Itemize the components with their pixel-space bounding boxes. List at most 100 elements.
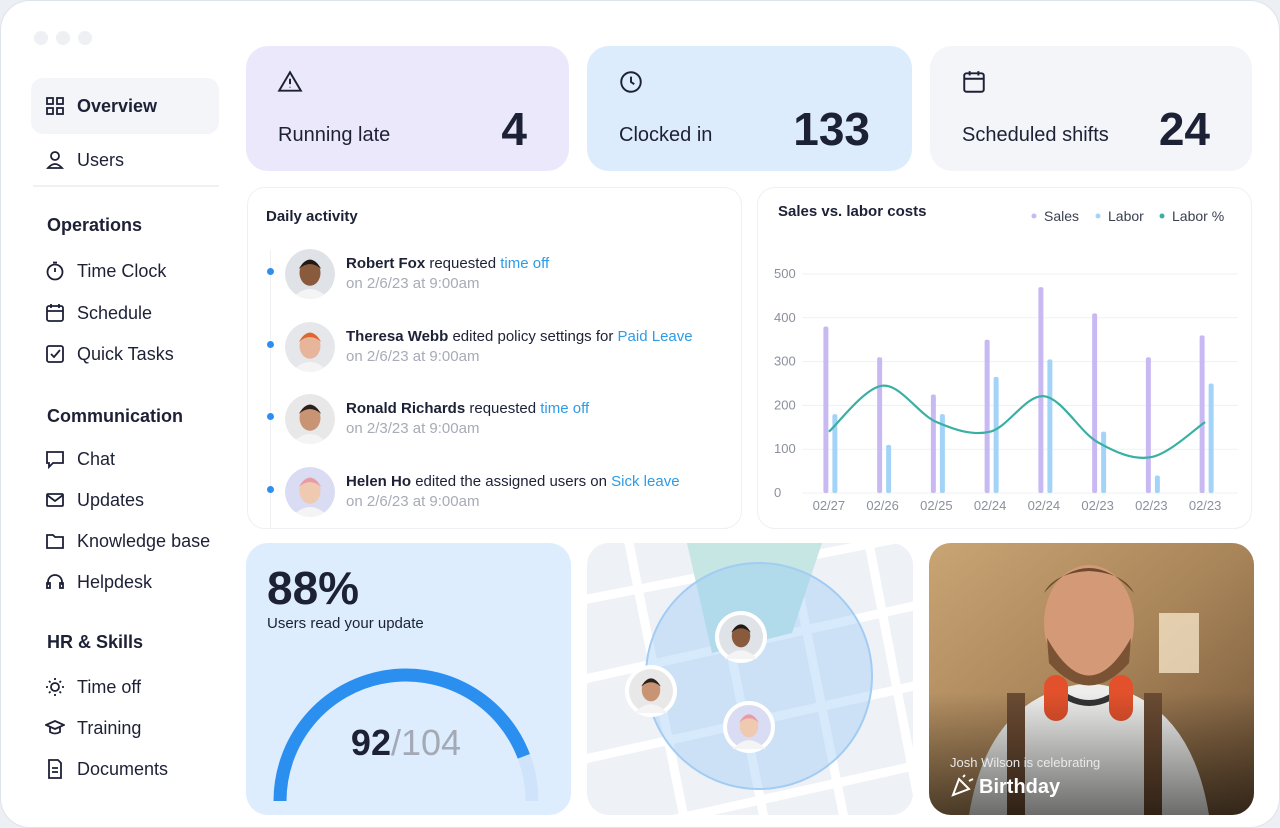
bar <box>984 339 990 493</box>
nav-item[interactable]: Quick Tasks <box>31 334 219 374</box>
window-dot <box>56 31 70 45</box>
activity-link[interactable]: time off <box>500 255 550 272</box>
nav-label: Users <box>77 149 125 170</box>
stat-icon <box>961 69 987 100</box>
y-tick-label: 0 <box>774 485 781 500</box>
section-title: Communication <box>47 406 184 426</box>
gauge-arc <box>273 668 530 802</box>
avatar <box>285 394 335 449</box>
nav-item[interactable]: Users <box>31 140 219 180</box>
map-avatar <box>727 705 771 749</box>
stat-value: 4 <box>501 103 527 155</box>
nav-item[interactable]: Overview <box>31 78 219 134</box>
stat-icon <box>618 69 644 100</box>
stat-card: Scheduled shifts 24 <box>930 46 1252 171</box>
activity-link[interactable]: Paid Leave <box>617 328 693 345</box>
activity-text: Theresa Webb edited policy settings for … <box>346 328 693 345</box>
stat-label: Clocked in <box>619 124 713 146</box>
bar <box>993 376 999 493</box>
avatar <box>285 249 335 304</box>
stat-card: Running late 4 <box>246 46 569 171</box>
nav-label: Time Clock <box>77 260 167 281</box>
activity-text: Robert Fox requested time off <box>346 255 549 272</box>
y-tick-label: 300 <box>774 354 796 369</box>
activity-time: on 2/6/23 at 9:00am <box>346 493 480 510</box>
map-card <box>587 543 913 815</box>
stat-label: Running late <box>278 124 391 146</box>
birthday-caption: Josh Wilson is celebrating <box>950 755 1101 770</box>
window-dot <box>78 31 92 45</box>
nav-label: Updates <box>77 489 145 510</box>
party-icon <box>951 774 974 797</box>
nav-item[interactable]: Training <box>31 708 219 748</box>
nav-item[interactable]: Documents <box>31 749 219 789</box>
y-tick-label: 400 <box>774 310 796 325</box>
nav-item[interactable]: Time off <box>31 667 219 707</box>
activity-name: Helen Ho <box>346 473 412 490</box>
stat-value: 133 <box>793 103 870 155</box>
chart-panel: Sales vs. labor costs 0 100 200 300 400 500 Sa… <box>757 187 1252 529</box>
nav-label: Knowledge base <box>77 530 211 551</box>
activity-time: on 2/3/23 at 9:00am <box>346 420 480 437</box>
nav-item[interactable]: Knowledge base <box>31 521 219 561</box>
bar <box>1145 357 1151 493</box>
bar <box>1038 287 1044 493</box>
activity-time: on 2/6/23 at 9:00am <box>346 348 480 365</box>
legend-dot <box>1159 213 1165 219</box>
bar <box>1047 359 1053 493</box>
timeline <box>270 250 271 528</box>
x-tick-label: 02/23 <box>1189 498 1222 513</box>
x-tick-label: 02/23 <box>1135 498 1168 513</box>
panel-title: Daily activity <box>266 208 358 225</box>
bar <box>832 414 838 493</box>
timeline-dot <box>267 341 274 348</box>
photo <box>929 543 1254 815</box>
chart: Sales vs. labor costs 0 100 200 300 400 500 Sa… <box>774 203 1238 513</box>
caption: Users read your update <box>267 615 424 632</box>
timeline-dot <box>267 413 274 420</box>
birthday-card: Josh Wilson is celebrating Birthday <box>929 543 1254 815</box>
line <box>828 384 1206 459</box>
bar <box>823 326 829 493</box>
nav-label: Chat <box>77 448 116 469</box>
nav-label: Time off <box>77 676 142 697</box>
avatar <box>285 322 335 377</box>
geofence <box>645 562 873 790</box>
nav-label: Schedule <box>77 302 153 323</box>
timeline-dot <box>267 268 274 275</box>
x-tick-label: 02/26 <box>866 498 899 513</box>
gauge-value: 92 <box>351 722 391 763</box>
activity-action: requested <box>429 255 497 272</box>
window-dot <box>34 31 48 45</box>
bar <box>877 357 883 493</box>
legend-dot <box>1031 213 1037 219</box>
y-tick-label: 200 <box>774 397 796 412</box>
bar <box>1101 431 1107 493</box>
activity-time: on 2/6/23 at 9:00am <box>346 275 480 292</box>
update-card: 88% Users read your update 92/104 <box>246 543 571 815</box>
activity-link[interactable]: time off <box>540 400 590 417</box>
nav-item[interactable]: Time Clock <box>31 251 219 291</box>
nav-item[interactable]: Helpdesk <box>31 562 219 602</box>
bar <box>1208 383 1214 493</box>
bar <box>886 444 892 493</box>
activity-name: Ronald Richards <box>346 400 466 417</box>
legend-label: Labor <box>1108 208 1144 224</box>
map <box>587 543 913 815</box>
nav-item[interactable]: Updates <box>31 480 219 520</box>
nav-item[interactable]: Chat <box>31 439 219 479</box>
x-tick-label: 02/25 <box>920 498 953 513</box>
y-tick-label: 100 <box>774 441 796 456</box>
x-tick-label: 02/24 <box>974 498 1007 513</box>
stat-card: Clocked in 133 <box>587 46 912 171</box>
bar <box>939 414 945 493</box>
nav-item[interactable]: Schedule <box>31 293 219 333</box>
nav-label: Quick Tasks <box>77 343 174 364</box>
nav-label: Training <box>77 717 142 738</box>
legend-dot <box>1095 213 1101 219</box>
stat-icon <box>277 69 303 100</box>
bar <box>1199 335 1205 493</box>
gauge-text: 92/104 <box>351 722 461 763</box>
activity-link[interactable]: Sick leave <box>611 473 680 490</box>
section-title: HR & Skills <box>47 632 144 652</box>
